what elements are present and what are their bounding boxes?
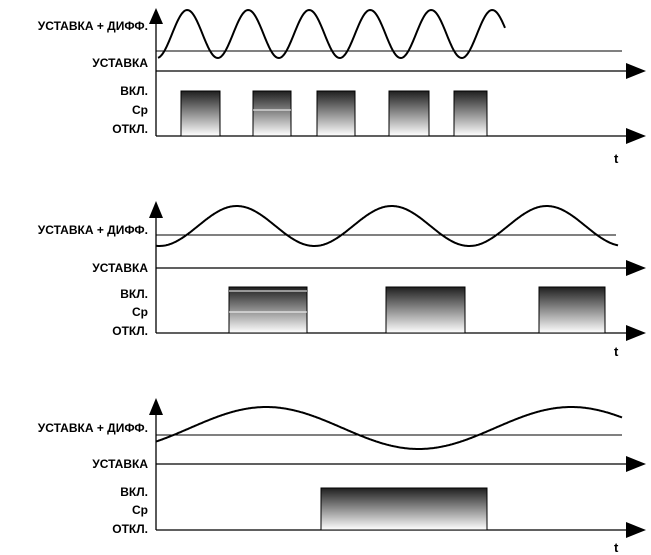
label-avg: Ср <box>132 305 148 319</box>
label-on: ВКЛ. <box>120 84 148 98</box>
time-label: t <box>614 540 619 555</box>
time-label: t <box>614 344 619 359</box>
label-setpoint-plus-diff: УСТАВКА + ДИФФ. <box>38 19 148 33</box>
setpoint-arrow <box>626 63 646 79</box>
pulse <box>228 286 308 334</box>
time-label: t <box>614 151 619 166</box>
pulse <box>252 90 292 137</box>
y-axis-arrow <box>149 398 163 415</box>
temperature-curve <box>157 8 506 60</box>
panel-2: УСТАВКА + ДИФФ. УСТАВКА ВКЛ. Ср ОТКЛ. t <box>38 201 646 359</box>
y-axis-arrow <box>149 8 163 24</box>
label-setpoint: УСТАВКА <box>92 261 148 275</box>
panel-3: УСТАВКА + ДИФФ. УСТАВКА ВКЛ. Ср ОТКЛ. t <box>38 398 646 555</box>
label-off: ОТКЛ. <box>112 522 148 536</box>
time-axis-arrow <box>626 128 646 144</box>
pulse <box>180 90 221 137</box>
label-avg: Ср <box>132 103 148 117</box>
time-axis-arrow <box>626 325 646 341</box>
label-setpoint: УСТАВКА <box>92 56 148 70</box>
temperature-curve <box>155 205 619 247</box>
setpoint-arrow <box>626 456 646 472</box>
pulse <box>388 90 430 137</box>
label-on: ВКЛ. <box>120 287 148 301</box>
label-setpoint-plus-diff: УСТАВКА + ДИФФ. <box>38 223 148 237</box>
panel-1: УСТАВКА + ДИФФ. УСТАВКА ВКЛ. Ср ОТКЛ. t <box>38 8 646 166</box>
label-off: ОТКЛ. <box>112 324 148 338</box>
temperature-curve <box>155 406 623 450</box>
pulse <box>538 286 606 334</box>
label-on: ВКЛ. <box>120 485 148 499</box>
pulse <box>320 487 488 531</box>
pulse <box>316 90 356 137</box>
pulse <box>453 90 488 137</box>
label-setpoint: УСТАВКА <box>92 457 148 471</box>
time-axis-arrow <box>626 522 646 538</box>
setpoint-arrow <box>626 260 646 276</box>
y-axis-arrow <box>149 201 163 218</box>
label-off: ОТКЛ. <box>112 122 148 136</box>
label-setpoint-plus-diff: УСТАВКА + ДИФФ. <box>38 421 148 435</box>
pulse <box>385 286 466 334</box>
label-avg: Ср <box>132 503 148 517</box>
